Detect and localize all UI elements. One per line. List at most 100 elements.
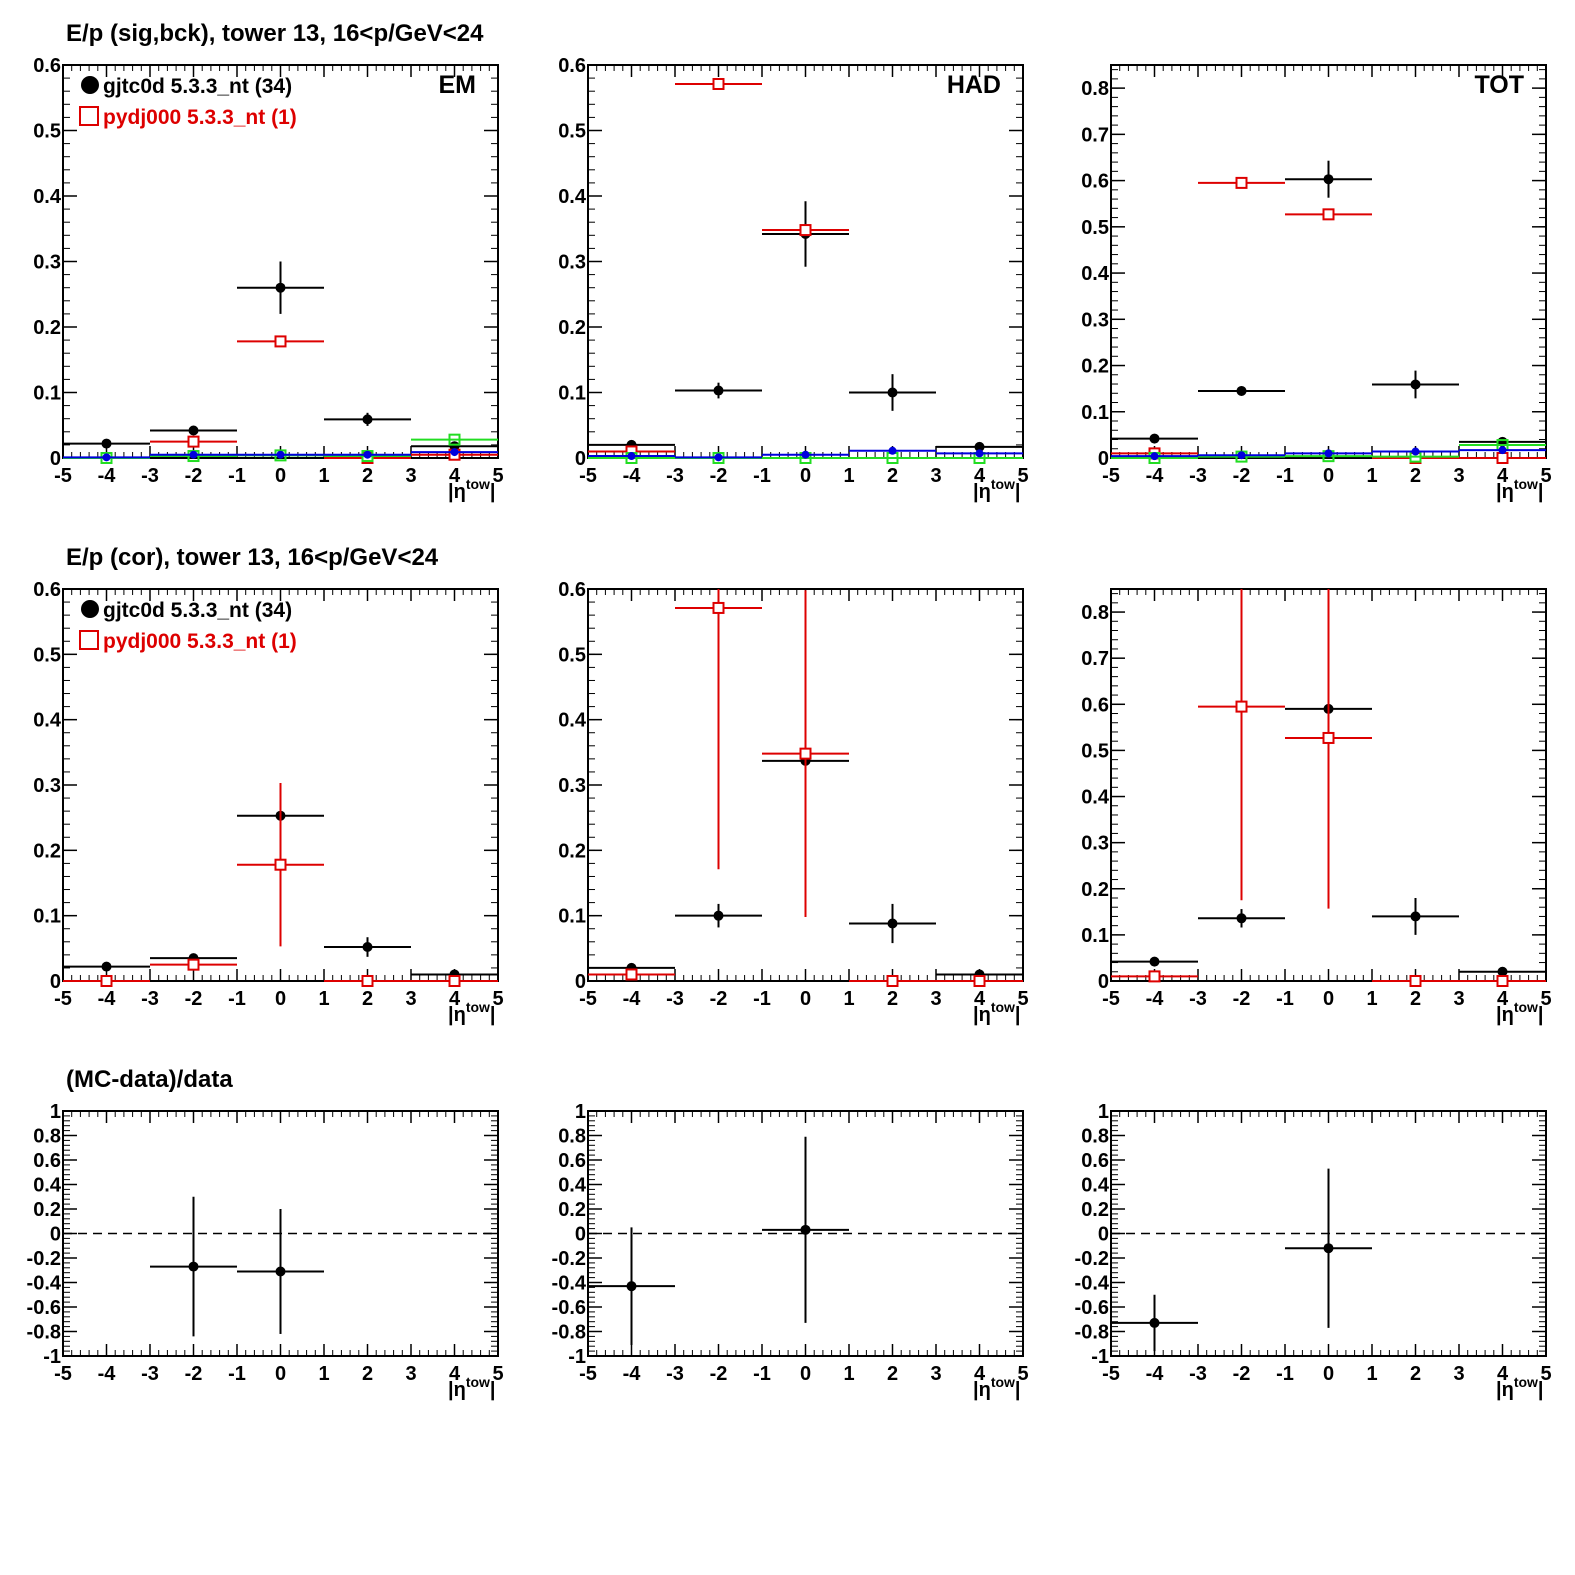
y-tick-label: 0 [575,971,586,993]
data-point [188,425,199,436]
y-tick-label: 0.6 [33,55,61,77]
y-tick-label: 0.2 [33,840,61,862]
mc-point [1496,452,1509,464]
y-tick-label: 0.5 [1081,740,1109,762]
mc-point [799,224,812,237]
x-tick-label: -2 [185,465,203,487]
y-tick-label: 0.1 [558,383,586,405]
y-tick-label: 0.3 [1081,833,1109,855]
legend-label-data: gjtc0d 5.3.3_nt (34) [103,75,292,98]
data-point [1323,174,1334,185]
x-tick-label: 0 [1323,988,1334,1010]
y-tick-label: -0.8 [27,1322,61,1344]
y-tick-label: 0 [50,971,61,993]
data-point [1410,379,1421,390]
x-tick-label: -5 [1102,465,1120,487]
x-axis-label: |ηtow| [973,476,1021,503]
y-tick-label: -0.6 [1075,1297,1109,1319]
x-tick-label: 0 [800,465,811,487]
x-tick-label: -2 [710,1363,728,1385]
x-tick-label: 0 [800,988,811,1010]
mc-point [712,77,725,90]
y-tick-label: -0.8 [1075,1322,1109,1344]
y-tick-label: 0.1 [33,906,61,928]
x-tick-label: 4 [449,465,461,487]
blue-point [1237,451,1246,460]
x-tick-label: 3 [930,988,941,1010]
y-tick-label: -0.4 [27,1273,62,1295]
row-title-middle: E/p (cor), tower 13, 16<p/GeV<24 [66,544,439,571]
blue-point [627,452,636,461]
y-tick-label: -0.2 [552,1248,586,1270]
x-tick-label: 0 [275,465,286,487]
x-tick-label: -4 [623,465,642,487]
y-tick-label: 0.2 [558,1199,586,1221]
mc-point [274,858,287,871]
panel-r3c2: -5 -4 -3 -2 -1 0 1 2 3 4 5-1-0.8-0.6-0.4-0.200.20.… [552,1101,1029,1401]
legend-marker-mc [79,106,99,126]
y-tick-label: 0.7 [1081,648,1109,670]
x-tick-label: 0 [1323,465,1334,487]
legend-marker-data [81,76,99,94]
x-tick-label: 1 [843,1363,854,1385]
x-tick-label: 5 [1540,1363,1551,1385]
y-tick-label: 0 [1098,971,1109,993]
legend-label-mc: pydj000 5.3.3_nt (1) [103,630,297,653]
y-tick-label: 0.6 [1081,171,1109,193]
data-point [362,942,373,953]
panel-r1c2: -5 -4 -3 -2 -1 0 1 2 3 4 5 0 0.1 0.2 0.3 0.4 0.5 0.6 |ηtow… [558,55,1028,503]
x-tick-label: 0 [800,1363,811,1385]
x-tick-label: 3 [1453,988,1464,1010]
y-tick-label: 0.7 [1081,124,1109,146]
mc-point [1148,970,1161,983]
x-tick-label: 4 [449,1363,461,1385]
x-tick-label: -5 [579,988,597,1010]
x-tick-label: -5 [54,1363,72,1385]
y-tick-label: 0.6 [33,1150,61,1172]
y-tick-label: 0 [1098,1224,1109,1246]
blue-point [450,448,459,457]
y-tick-label: -1 [43,1346,61,1368]
x-tick-label: -1 [1276,988,1294,1010]
blue-point [1411,447,1420,456]
y-tick-label: 0.4 [558,186,587,208]
data-point [1236,913,1247,924]
data-point [1149,956,1160,967]
y-tick-label: 0 [50,448,61,470]
y-tick-label: 0.8 [558,1126,586,1148]
y-tick-label: 0.6 [558,1150,586,1172]
mc-point [712,601,725,614]
y-tick-label: 0 [50,1224,61,1246]
x-axis-label: |ηtow| [973,999,1021,1026]
x-tick-label: 1 [843,465,854,487]
data-point [101,438,112,449]
x-tick-label: -5 [579,465,597,487]
y-tick-label: 0.5 [558,121,586,143]
data-point [713,385,724,396]
y-tick-label: -0.4 [1075,1273,1110,1295]
x-tick-label: -3 [1189,1363,1207,1385]
x-tick-label: 1 [1366,988,1377,1010]
x-tick-label: -2 [185,1363,203,1385]
x-tick-label: -4 [1146,988,1165,1010]
panel-label: TOT [1474,71,1524,99]
x-tick-label: 5 [492,988,503,1010]
y-tick-label: 1 [575,1101,586,1123]
y-tick-label: 0.4 [33,1175,62,1197]
x-tick-label: 4 [974,465,986,487]
y-tick-label: 0.4 [558,710,587,732]
x-tick-label: 0 [275,988,286,1010]
y-tick-label: 0.3 [33,252,61,274]
x-tick-label: -2 [1233,465,1251,487]
x-tick-label: -4 [623,988,642,1010]
x-tick-label: -3 [666,465,684,487]
y-tick-label: 0.4 [1081,1175,1110,1197]
y-tick-label: 0.8 [1081,602,1109,624]
x-tick-label: 3 [930,1363,941,1385]
mc-point [187,958,200,971]
y-tick-label: 0.4 [1081,263,1110,285]
plot-frame [1110,64,1547,459]
data-point [1236,385,1247,396]
x-tick-label: -3 [1189,465,1207,487]
legend-marker-data [81,600,99,618]
